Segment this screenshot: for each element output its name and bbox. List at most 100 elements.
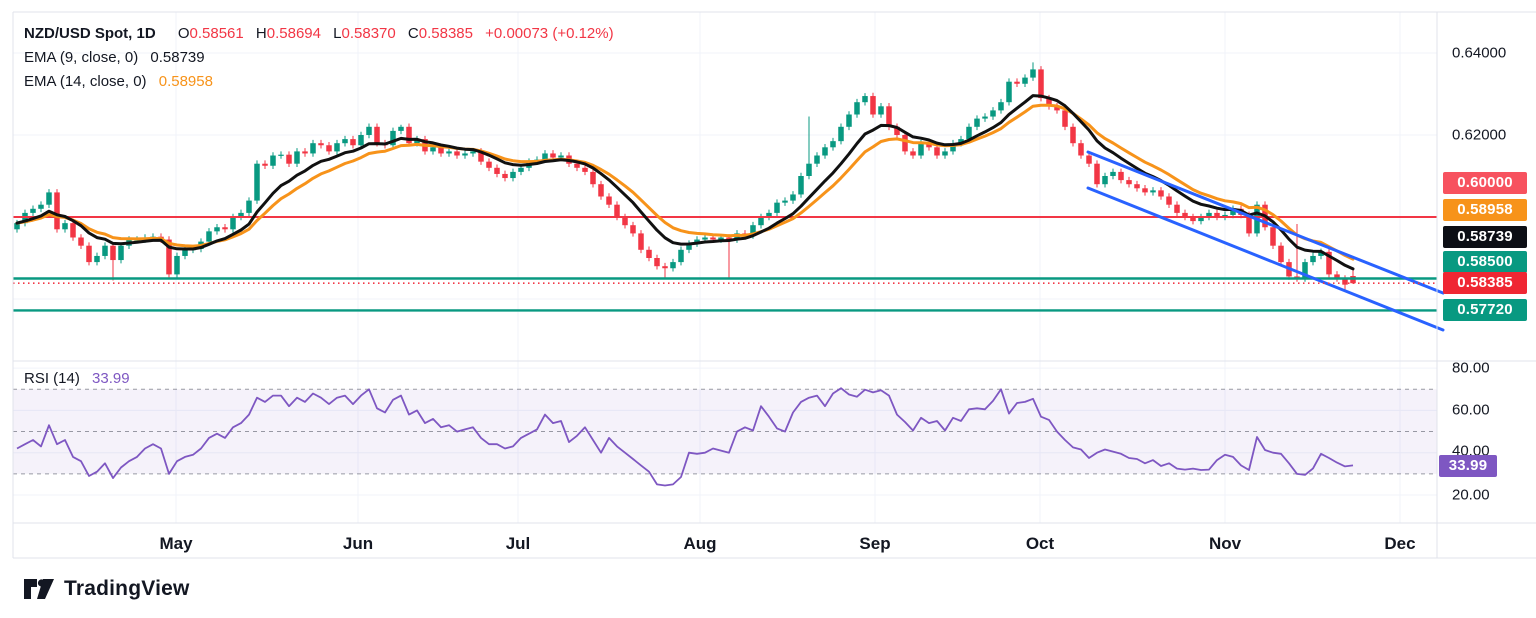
candle-body xyxy=(358,135,364,146)
candle-body xyxy=(966,126,972,140)
candle-body xyxy=(1046,98,1052,107)
candle-body xyxy=(806,163,812,176)
candle-body xyxy=(646,249,652,258)
candle-body xyxy=(166,239,172,275)
candle-body xyxy=(1342,278,1348,285)
candle-body xyxy=(918,143,924,156)
candle-body xyxy=(518,167,524,172)
candle-body xyxy=(318,143,324,146)
candle-body xyxy=(630,225,636,234)
candle-body xyxy=(670,262,676,269)
candle-body xyxy=(958,139,964,144)
candle-body xyxy=(446,151,452,154)
candle-body xyxy=(238,212,244,217)
time-axis[interactable]: May Jun Jul Aug Sep Oct Nov Dec xyxy=(0,528,1437,558)
ema14-row[interactable]: EMA (14, close, 0) 0.58958 xyxy=(24,70,614,94)
candle-body xyxy=(662,266,668,269)
ema9-row[interactable]: EMA (9, close, 0) 0.58739 xyxy=(24,46,614,70)
candle-body xyxy=(230,217,236,230)
candle-body xyxy=(606,196,612,205)
candle-body xyxy=(1118,171,1124,181)
ema14-line[interactable] xyxy=(15,103,1355,261)
candle-body xyxy=(110,245,116,261)
ema14-value: 0.58958 xyxy=(158,73,213,90)
candle-body xyxy=(894,126,900,135)
time-axis-label-aug: Aug xyxy=(683,534,717,553)
candle-body xyxy=(814,155,820,164)
candle-body xyxy=(782,200,788,203)
candle-body xyxy=(118,245,124,261)
candle-body xyxy=(54,192,60,230)
candle-body xyxy=(1022,77,1028,84)
candle-body xyxy=(830,141,836,148)
candle-body xyxy=(1174,204,1180,213)
chart-legend[interactable]: NZD/USD Spot, 1D O0.58561 H0.58694 L0.58… xyxy=(24,22,614,94)
candle-body xyxy=(334,143,340,152)
tradingview-branding[interactable]: TradingView xyxy=(22,576,190,602)
candle-body xyxy=(622,217,628,226)
candle-body xyxy=(702,237,708,240)
candle-body xyxy=(1318,251,1324,256)
candle-body xyxy=(366,126,372,135)
candle-body xyxy=(910,151,916,156)
candle-body xyxy=(998,102,1004,111)
time-axis-label-jun: Jun xyxy=(342,534,374,553)
symbol-row[interactable]: NZD/USD Spot, 1D O0.58561 H0.58694 L0.58… xyxy=(24,22,614,46)
candle-body xyxy=(1182,212,1188,217)
candle-body xyxy=(302,151,308,154)
candle-body xyxy=(1142,188,1148,193)
candle-body xyxy=(1038,69,1044,99)
low-value: 0.58370 xyxy=(341,25,396,42)
candle-body xyxy=(102,245,108,256)
candle-body xyxy=(1014,81,1020,84)
candle-body xyxy=(374,126,380,144)
candle-body xyxy=(438,147,444,154)
candle-body xyxy=(974,118,980,127)
candle-body xyxy=(926,143,932,148)
candle-body xyxy=(990,110,996,117)
candle-body xyxy=(350,139,356,146)
ema9-label: EMA (9, close, 0) xyxy=(24,49,139,66)
time-axis-label-oct: Oct xyxy=(1025,534,1055,553)
candle-body xyxy=(262,163,268,166)
time-axis-label-nov: Nov xyxy=(1208,534,1242,553)
candle-body xyxy=(86,245,92,263)
candle-body xyxy=(310,143,316,154)
rsi-line[interactable] xyxy=(16,387,1354,487)
trend-channel-line[interactable] xyxy=(1086,150,1445,295)
candle-body xyxy=(1086,155,1092,164)
rsi-legend-row[interactable]: RSI (14) 33.99 xyxy=(24,370,130,387)
open-label: O xyxy=(177,25,190,42)
candle-body xyxy=(862,96,868,103)
candle-body xyxy=(1070,126,1076,144)
ema9-line[interactable] xyxy=(15,94,1355,271)
candle-body xyxy=(286,154,292,164)
candle-body xyxy=(246,200,252,213)
candle-body xyxy=(1150,190,1156,193)
candle-body xyxy=(886,106,892,127)
candle-body xyxy=(838,126,844,142)
candle-body xyxy=(582,167,588,172)
ema14-label: EMA (14, close, 0) xyxy=(24,73,147,90)
candle-body xyxy=(486,161,492,168)
candle-body xyxy=(758,217,764,226)
change-value: +0.00073 (+0.12%) xyxy=(485,25,614,42)
close-value: 0.58385 xyxy=(418,25,473,42)
rsi-label: RSI (14) xyxy=(24,370,80,387)
time-axis-label-jul: Jul xyxy=(505,534,531,553)
candle-body xyxy=(414,139,420,144)
candle-body xyxy=(1310,255,1316,263)
candle-body xyxy=(686,243,692,250)
trend-channel-line[interactable] xyxy=(1086,186,1445,332)
candle-body xyxy=(1190,217,1196,222)
candle-body xyxy=(574,163,580,168)
candle-body xyxy=(638,233,644,250)
candle-body xyxy=(1278,245,1284,263)
candle-body xyxy=(1222,214,1228,217)
candle-body xyxy=(214,227,220,232)
candle-body xyxy=(654,258,660,267)
candle-body xyxy=(294,151,300,164)
candle-body xyxy=(934,147,940,156)
candle-body xyxy=(542,153,548,160)
